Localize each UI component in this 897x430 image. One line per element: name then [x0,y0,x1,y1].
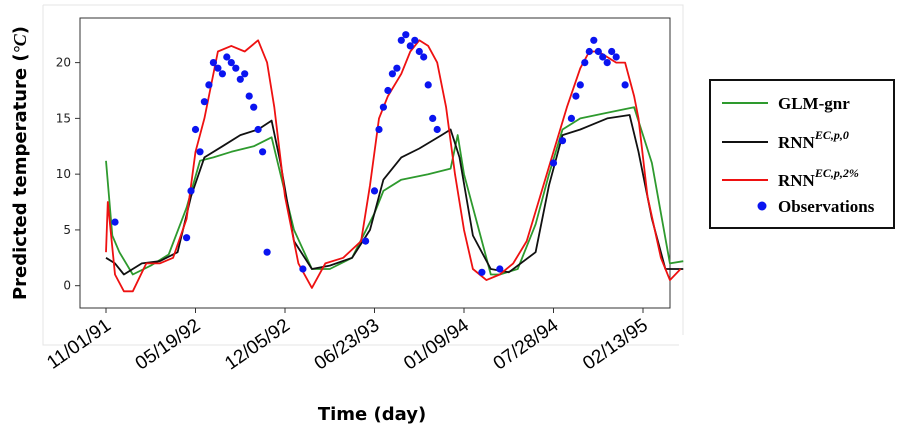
observation-point [549,159,558,167]
legend-label-rnn-0-sup: EC,p,0 [814,128,849,142]
observation-point [183,234,191,242]
observation-point [599,53,607,61]
y-tick-label: 15 [56,111,71,125]
observation-point [214,64,222,72]
x-tick-label: 11/01/91 [43,315,114,374]
y-axis-title-unit: °C [10,33,30,53]
observation-point [259,148,267,156]
figure-border [42,4,684,346]
x-axis: 11/01/91 05/19/92 12/05/92 06/23/93 01/09/94… [43,308,652,375]
observation-point [415,47,423,56]
observations-layer [111,31,629,276]
observation-point [572,92,580,100]
legend-box [709,79,895,229]
y-axis-title: Predicted temperature (°C) [10,26,31,300]
observation-point [236,75,244,83]
observation-point [196,148,204,156]
observation-point [187,187,195,195]
observation-point [218,70,226,78]
observation-point [411,36,419,44]
y-tick-label: 5 [63,223,71,237]
observation-point [250,103,258,111]
x-axis-title: Time (day) [318,404,426,425]
legend-label-rnn-2: RNNEC,p,2% [778,166,859,190]
observation-point [254,125,262,134]
observation-point [433,125,441,134]
y-axis: 0 5 10 15 20 [56,56,80,293]
y-axis-title-close: ) [10,26,31,34]
legend: GLM-gnr RNNEC,p,0 RNNEC,p,2% Observation… [709,79,895,229]
observation-point [594,47,602,56]
observation-point [429,114,437,122]
observation-point [379,103,387,111]
observation-point [478,268,486,276]
legend-label-observations: Observations [778,197,875,216]
observation-point [558,137,567,145]
observation-point [397,36,405,44]
y-tick-label: 10 [56,167,71,181]
plot-area [79,17,671,309]
legend-label-rnn-0-main: RNN [778,133,816,152]
observation-point [590,36,598,44]
observation-point [608,47,616,56]
observation-point [424,81,432,89]
observation-point [420,53,428,61]
legend-label-rnn-2-main: RNN [778,171,816,190]
observation-point [384,86,392,95]
y-tick-label: 0 [63,279,71,293]
observation-point [612,53,620,61]
legend-marker-observations [757,201,767,211]
observation-point [567,114,576,122]
observation-point [241,70,249,78]
observation-point [375,125,383,134]
legend-label-rnn-0: RNNEC,p,0 [778,128,849,152]
observation-point [581,59,589,67]
observation-point [191,125,200,134]
y-axis-title-main: Predicted temperature ( [10,53,31,300]
legend-label-rnn-2-sup: EC,p,2% [814,166,859,180]
observation-point [263,248,271,256]
legend-label-glm: GLM-gnr [778,94,850,113]
observation-point [585,47,593,56]
observation-point [227,59,235,67]
observation-point [299,265,307,273]
observation-point [223,53,231,61]
observation-point [362,237,370,245]
observation-point [576,81,584,89]
observation-point [393,64,401,72]
observation-point [232,64,240,72]
observation-point [406,42,414,50]
observation-point [621,81,629,89]
observation-point [205,81,213,89]
observation-point [388,70,396,78]
observation-point [245,92,253,100]
observation-point [402,31,410,39]
observation-point [200,98,208,106]
observation-point [209,59,217,67]
y-tick-label: 20 [56,56,71,70]
observation-point [370,187,379,195]
series-line-1 [105,114,684,276]
observation-point [111,218,119,226]
observation-point [496,265,504,273]
observation-point [603,59,611,67]
